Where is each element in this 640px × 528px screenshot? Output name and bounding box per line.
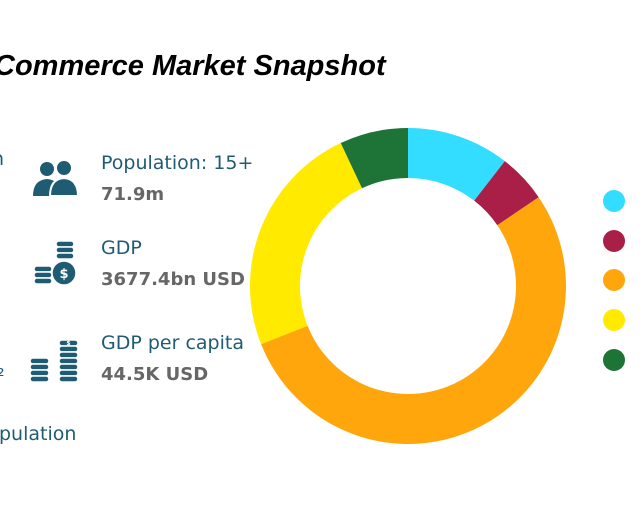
legend-dot-5 bbox=[603, 349, 625, 371]
stat-value-population: 71.9m bbox=[101, 184, 165, 205]
donut-slice-3 bbox=[261, 197, 566, 444]
svg-text:$: $ bbox=[66, 340, 70, 347]
left-fragment-superscript: n² bbox=[0, 365, 5, 387]
donut-slice-1 bbox=[408, 128, 505, 201]
stat-label-gdp: GDP bbox=[101, 237, 142, 259]
legend-dot-3 bbox=[603, 269, 625, 291]
stat-value-gdp-per-capita: 44.5K USD bbox=[101, 364, 209, 385]
stat-label-population: Population: 15+ bbox=[101, 152, 254, 174]
left-fragment-population: pulation bbox=[0, 423, 77, 445]
people-icon bbox=[33, 161, 80, 197]
left-fragment-top: n bbox=[0, 148, 4, 170]
svg-text:$: $ bbox=[59, 267, 68, 282]
coin-stacks-icon: $ bbox=[29, 339, 79, 383]
donut-chart bbox=[250, 128, 566, 444]
stat-label-gdp-per-capita: GDP per capita bbox=[101, 332, 244, 354]
legend-dot-1 bbox=[603, 190, 625, 212]
donut-slice-5 bbox=[340, 128, 408, 189]
donut-slice-4 bbox=[250, 143, 363, 345]
donut-slice-2 bbox=[474, 161, 539, 226]
stat-value-gdp: 3677.4bn USD bbox=[101, 269, 245, 290]
chart-title: Commerce Market Snapshot bbox=[0, 50, 386, 82]
legend-dot-2 bbox=[603, 230, 625, 252]
coins-dollar-icon: $ bbox=[33, 240, 77, 286]
legend-dot-4 bbox=[603, 309, 625, 331]
